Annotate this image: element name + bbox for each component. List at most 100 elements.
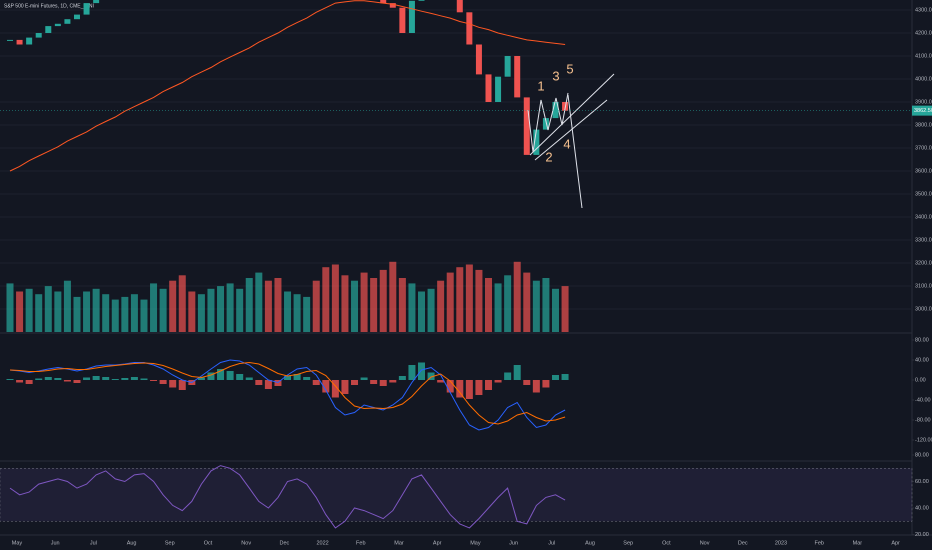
candle — [35, 33, 42, 38]
candle — [504, 56, 511, 77]
volume-bar — [54, 291, 62, 332]
macd-histogram — [150, 380, 158, 381]
candle — [466, 12, 473, 45]
y-tick-label: 80.00 — [915, 452, 929, 458]
volume-bar — [427, 288, 435, 332]
x-tick-label: Sep — [165, 540, 175, 546]
y-tick-label: 3300.00 — [915, 237, 932, 243]
volume-bar — [561, 286, 569, 332]
candle — [485, 74, 492, 102]
volume-bar — [351, 280, 359, 332]
macd-histogram — [284, 376, 292, 380]
x-tick-label: Aug — [127, 540, 137, 546]
x-tick-label: Aug — [585, 540, 595, 546]
candle — [16, 39, 23, 45]
volume-bar — [408, 283, 416, 332]
volume-bar — [312, 280, 320, 332]
macd-histogram — [504, 372, 512, 380]
macd-histogram — [63, 380, 71, 382]
y-tick-label: 3100.00 — [915, 283, 932, 289]
candle — [456, 0, 463, 13]
macd-histogram — [293, 374, 301, 380]
x-tick-label: Mar — [853, 540, 863, 546]
macd-histogram — [255, 380, 263, 385]
y-tick-label: 40.00 — [915, 505, 929, 511]
volume-bar — [446, 272, 454, 332]
y-tick-label: 0.00 — [915, 377, 926, 383]
volume-bar — [217, 286, 225, 332]
wave-label: 5 — [566, 61, 573, 76]
macd-histogram — [197, 377, 205, 380]
macd-histogram — [140, 378, 148, 380]
x-tick-label: Nov — [700, 540, 710, 546]
volume-bar — [197, 294, 205, 332]
candle — [475, 44, 482, 75]
volume-bar — [389, 261, 397, 332]
volume-bar — [6, 283, 14, 332]
y-tick-label: 4200.00 — [915, 30, 932, 36]
macd-histogram — [408, 365, 416, 380]
macd-histogram — [92, 376, 100, 380]
macd-histogram — [494, 380, 502, 383]
volume-bar — [322, 267, 330, 332]
macd-histogram — [561, 374, 569, 380]
macd-histogram — [542, 380, 550, 388]
y-tick-label: -120.00 — [915, 437, 932, 443]
macd-histogram — [437, 380, 445, 383]
volume-bar — [25, 288, 33, 332]
macd-histogram — [73, 380, 81, 383]
signal-line — [9, 361, 566, 425]
volume-bar — [63, 280, 71, 332]
y-tick-label: 80.00 — [915, 337, 929, 343]
macd-histogram — [351, 380, 359, 385]
candle — [7, 39, 13, 41]
x-tick-label: Nov — [241, 540, 251, 546]
volume-bar — [73, 296, 81, 332]
macd-histogram — [44, 377, 52, 380]
candle — [408, 0, 415, 34]
x-tick-label: Sep — [623, 540, 633, 546]
volume-bar — [264, 280, 272, 332]
chart-title: S&P 500 E-mini Futures, 1D, CME_MINI — [4, 3, 94, 9]
volume-bar — [370, 278, 378, 332]
macd-histogram — [207, 372, 215, 380]
volume-bar — [111, 299, 119, 332]
macd-histogram — [159, 380, 167, 384]
macd-histogram — [130, 377, 138, 380]
candle — [533, 129, 540, 155]
macd-histogram — [264, 380, 272, 389]
macd-histogram — [398, 376, 406, 380]
volume-bar — [437, 280, 445, 332]
candle — [93, 0, 100, 4]
y-tick-label: 4300.00 — [915, 7, 932, 13]
volume-bar — [274, 278, 282, 332]
volume-bar — [226, 283, 234, 332]
candle — [418, 0, 425, 1]
x-tick-label: Oct — [204, 540, 213, 546]
volume-bar — [83, 291, 91, 332]
x-tick-label: Apr — [433, 540, 442, 546]
macd-histogram — [446, 380, 454, 393]
candle — [542, 118, 549, 130]
macd-histogram — [427, 372, 435, 380]
volume-bar — [236, 288, 244, 332]
volume-bar — [16, 291, 24, 332]
macd-histogram — [178, 380, 186, 390]
rsi-band — [0, 468, 913, 522]
volume-bar — [331, 264, 339, 332]
y-tick-label: 3900.00 — [915, 99, 932, 105]
volume-bar — [542, 278, 550, 332]
x-tick-label: Jun — [51, 540, 60, 546]
macd-histogram — [485, 380, 492, 390]
volume-bar — [513, 261, 521, 332]
volume-bar — [293, 294, 301, 332]
macd-histogram — [465, 380, 473, 399]
ma200-line — [9, 0, 566, 172]
x-tick-label: Feb — [814, 540, 823, 546]
volume-bar — [92, 288, 100, 332]
y-tick-label: 60.00 — [915, 479, 929, 485]
macd-histogram — [54, 378, 62, 380]
wave-label: 2 — [545, 149, 552, 164]
macd-histogram — [35, 378, 43, 380]
y-tick-label: 3700.00 — [915, 145, 932, 151]
